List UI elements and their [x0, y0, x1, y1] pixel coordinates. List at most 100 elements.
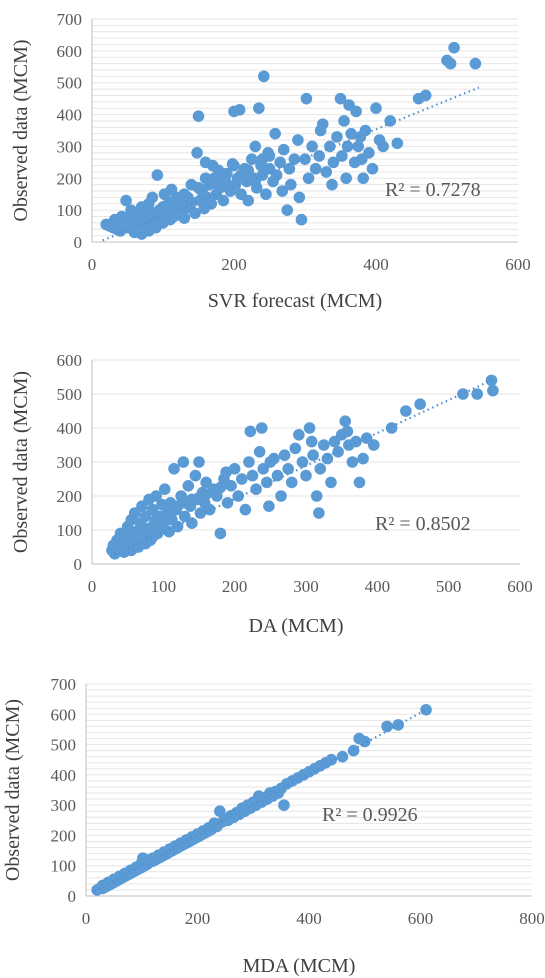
trendline	[109, 377, 496, 558]
data-point	[221, 497, 234, 509]
data-point	[469, 57, 482, 70]
data-point	[194, 507, 207, 519]
data-point	[253, 446, 266, 458]
data-point	[258, 70, 270, 83]
data-point	[313, 150, 326, 162]
data-point	[249, 140, 262, 153]
data-point	[295, 213, 308, 226]
x-tick-label: 200	[222, 577, 248, 596]
data-point	[285, 178, 297, 191]
data-point	[352, 140, 365, 153]
data-point	[324, 140, 336, 153]
r-squared-label: R² = 0.9926	[322, 804, 418, 826]
data-point	[289, 442, 302, 455]
y-tick-label: 200	[57, 169, 83, 188]
data-point	[245, 153, 258, 165]
data-point	[367, 439, 380, 451]
data-point	[363, 147, 375, 159]
data-point	[420, 703, 432, 716]
data-point	[278, 449, 291, 461]
data-point	[233, 103, 246, 116]
data-point	[471, 388, 484, 400]
x-tick-label: 200	[185, 909, 211, 928]
x-tick-label: 400	[365, 577, 391, 596]
data-point	[336, 750, 349, 763]
scatter-chart-mda: 0 100 200 300 400 500 600 700 0 200 400 600 800 R² = …	[2, 675, 545, 977]
data-point	[214, 481, 227, 494]
data-point	[300, 469, 312, 482]
data-point	[419, 89, 432, 102]
data-point	[268, 452, 280, 465]
y-tick-label: 600	[51, 705, 77, 724]
data-point	[186, 517, 198, 529]
data-point	[414, 398, 426, 410]
data-point	[288, 153, 301, 165]
y-tick-label: 200	[57, 487, 83, 506]
data-point	[400, 405, 412, 417]
data-point	[271, 469, 284, 482]
x-tick-label: 600	[408, 909, 434, 928]
data-point	[221, 180, 233, 193]
data-point	[178, 212, 191, 224]
data-point	[327, 156, 340, 169]
data-point	[377, 140, 389, 153]
x-axis-title: SVR forecast (MCM)	[208, 290, 382, 312]
data-point	[457, 388, 469, 400]
data-point	[384, 115, 397, 127]
x-tick-label: 0	[88, 255, 97, 274]
data-points	[100, 41, 482, 240]
y-tick-label: 400	[57, 419, 83, 438]
data-point	[292, 134, 304, 146]
data-point	[444, 57, 457, 70]
y-tick-label: 500	[51, 736, 77, 755]
data-point	[269, 127, 281, 140]
r-squared-label: R² = 0.7278	[385, 179, 481, 201]
data-point	[205, 197, 218, 210]
data-point	[163, 525, 175, 538]
data-point	[276, 185, 289, 197]
data-point	[310, 490, 323, 502]
data-point	[318, 439, 330, 451]
data-point	[345, 127, 357, 140]
x-axis-title: DA (MCM)	[248, 615, 343, 637]
data-point	[303, 422, 316, 434]
data-point	[151, 169, 164, 181]
x-tick-label: 400	[363, 255, 389, 274]
data-point	[270, 169, 283, 181]
x-tick-label: 600	[507, 577, 533, 596]
data-point	[309, 162, 322, 175]
data-point	[242, 194, 254, 207]
scatter-chart-svr: 0 100 200 300 400 500 600 700 0 200 400 600 R² = 0.7…	[10, 10, 531, 312]
data-point	[336, 150, 348, 162]
data-point	[132, 209, 144, 221]
data-point	[391, 137, 404, 150]
data-point	[232, 490, 245, 502]
data-point	[314, 463, 327, 475]
data-point	[293, 429, 305, 441]
y-tick-label: 100	[51, 857, 77, 876]
data-point	[236, 473, 248, 485]
x-tick-label: 500	[436, 577, 462, 596]
y-tick-label: 500	[57, 385, 83, 404]
data-point	[321, 452, 334, 465]
data-point	[283, 162, 296, 175]
y-tick-label: 0	[74, 555, 83, 574]
y-tick-label: 300	[57, 453, 83, 472]
data-point	[293, 191, 306, 204]
data-point	[353, 476, 366, 489]
y-tick-label: 700	[51, 675, 77, 694]
data-point	[339, 415, 352, 427]
data-point	[350, 435, 362, 448]
data-point	[326, 178, 338, 191]
data-point	[285, 476, 298, 489]
data-point	[228, 463, 241, 475]
y-axis-title: Observed data (MCM)	[10, 39, 32, 221]
data-point	[214, 527, 227, 540]
data-point	[202, 825, 215, 837]
data-point	[325, 753, 338, 766]
data-point	[350, 105, 362, 118]
data-point	[178, 188, 191, 201]
y-tick-label: 100	[57, 521, 83, 540]
data-point	[346, 456, 359, 468]
data-point	[249, 175, 262, 188]
